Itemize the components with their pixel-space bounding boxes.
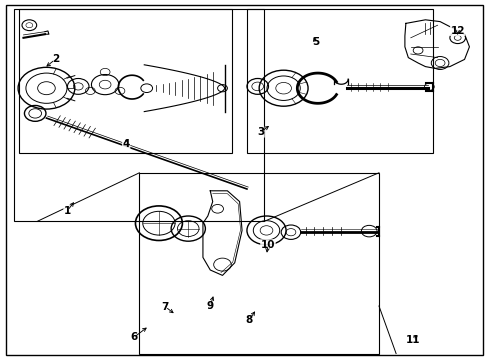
Text: 5: 5	[311, 37, 318, 48]
Text: 1: 1	[64, 206, 71, 216]
Text: 7: 7	[161, 302, 169, 312]
Text: 4: 4	[122, 139, 130, 149]
Text: 10: 10	[260, 240, 275, 250]
Text: 2: 2	[52, 54, 59, 64]
Text: 8: 8	[245, 315, 252, 325]
Text: 3: 3	[257, 127, 264, 137]
Text: 9: 9	[206, 301, 213, 311]
Text: 11: 11	[405, 335, 420, 345]
Text: 6: 6	[130, 332, 137, 342]
Text: 12: 12	[449, 26, 464, 36]
